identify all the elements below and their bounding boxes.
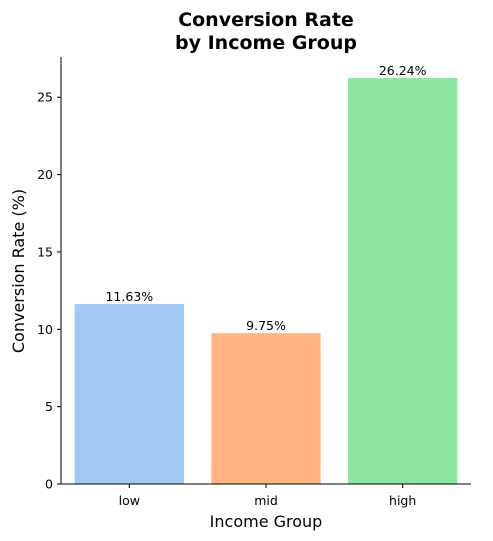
x-tick-label-high: high: [389, 493, 416, 508]
y-tick-label-0: 0: [45, 477, 53, 492]
bar-mid: [211, 333, 321, 484]
y-tick-label-5: 5: [45, 399, 53, 414]
y-tick-label-25: 25: [37, 90, 53, 105]
bar-group: 11.63% 9.75% 26.24%: [74, 63, 458, 484]
y-axis: 0 5 10 15 20 25: [37, 90, 61, 492]
x-axis: low mid high: [119, 484, 416, 508]
y-axis-label: Conversion Rate (%): [9, 189, 28, 353]
y-tick-label-10: 10: [37, 322, 53, 337]
data-label-mid: 9.75%: [246, 318, 286, 333]
y-tick-label-20: 20: [37, 167, 53, 182]
data-label-high: 26.24%: [379, 63, 427, 78]
chart-title-line-1: Conversion Rate: [178, 9, 354, 31]
x-tick-label-low: low: [119, 493, 140, 508]
y-tick-label-15: 15: [37, 244, 53, 259]
bar-high: [348, 78, 458, 484]
x-axis-label: Income Group: [210, 512, 323, 531]
x-tick-label-mid: mid: [254, 493, 278, 508]
data-label-low: 11.63%: [105, 289, 153, 304]
chart-title-line-2: by Income Group: [175, 32, 357, 54]
bar-low: [74, 304, 184, 484]
